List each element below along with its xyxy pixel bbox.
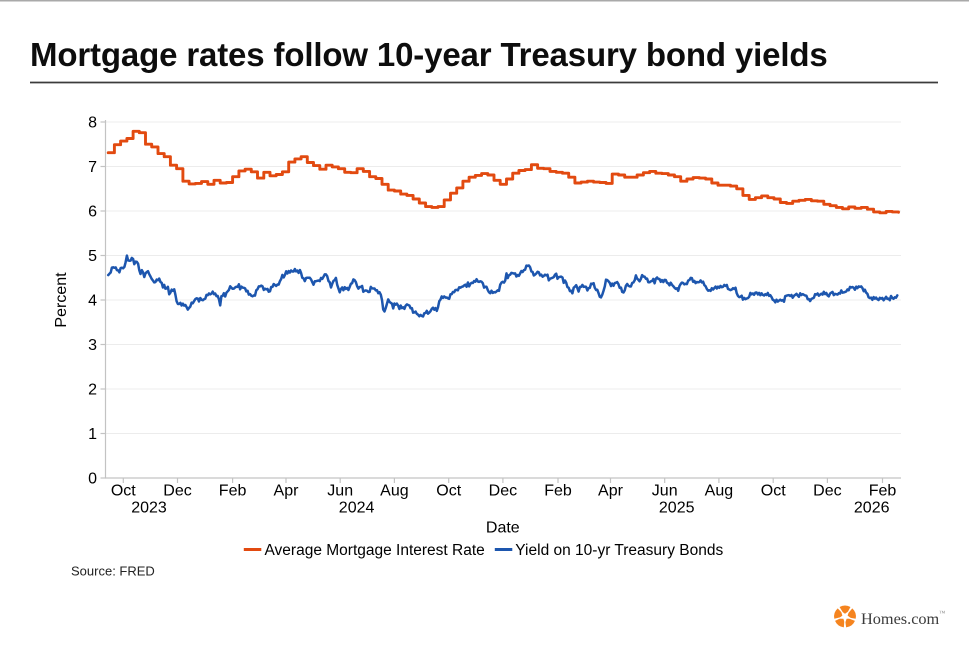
svg-text:™: ™ xyxy=(939,610,946,617)
svg-text:1: 1 xyxy=(88,426,97,443)
svg-text:Feb: Feb xyxy=(544,483,572,500)
svg-text:Dec: Dec xyxy=(813,483,841,500)
svg-text:5: 5 xyxy=(88,248,97,265)
svg-text:Oct: Oct xyxy=(111,483,136,500)
svg-text:Source: FRED: Source: FRED xyxy=(71,564,155,579)
svg-text:Mortgage rates follow 10-year: Mortgage rates follow 10-year Treasury b… xyxy=(30,36,828,73)
svg-text:Jun: Jun xyxy=(327,483,353,500)
svg-text:Dec: Dec xyxy=(489,483,517,500)
svg-text:Dec: Dec xyxy=(163,483,191,500)
svg-text:2024: 2024 xyxy=(339,500,375,517)
svg-text:2: 2 xyxy=(88,382,97,399)
svg-text:Average Mortgage Interest Rate: Average Mortgage Interest Rate xyxy=(265,542,485,559)
svg-text:7: 7 xyxy=(88,159,97,176)
svg-text:2023: 2023 xyxy=(131,500,167,517)
svg-text:Feb: Feb xyxy=(869,483,897,500)
svg-text:0: 0 xyxy=(88,471,97,488)
svg-text:2026: 2026 xyxy=(854,500,890,517)
svg-text:8: 8 xyxy=(88,115,97,132)
svg-text:Aug: Aug xyxy=(705,483,733,500)
svg-text:Feb: Feb xyxy=(219,483,247,500)
svg-text:Percent: Percent xyxy=(53,272,70,328)
svg-text:4: 4 xyxy=(88,293,97,310)
svg-text:Date: Date xyxy=(486,520,520,537)
svg-text:Yield on 10-yr Treasury Bonds: Yield on 10-yr Treasury Bonds xyxy=(515,542,723,559)
svg-text:Jun: Jun xyxy=(652,483,678,500)
svg-text:3: 3 xyxy=(88,337,97,354)
svg-text:Oct: Oct xyxy=(436,483,461,500)
svg-text:Aug: Aug xyxy=(380,483,408,500)
svg-text:Oct: Oct xyxy=(761,483,786,500)
svg-text:Homes.com: Homes.com xyxy=(861,609,940,628)
svg-text:Apr: Apr xyxy=(274,483,300,500)
svg-text:Apr: Apr xyxy=(598,483,624,500)
svg-text:6: 6 xyxy=(88,204,97,221)
svg-text:2025: 2025 xyxy=(659,500,695,517)
